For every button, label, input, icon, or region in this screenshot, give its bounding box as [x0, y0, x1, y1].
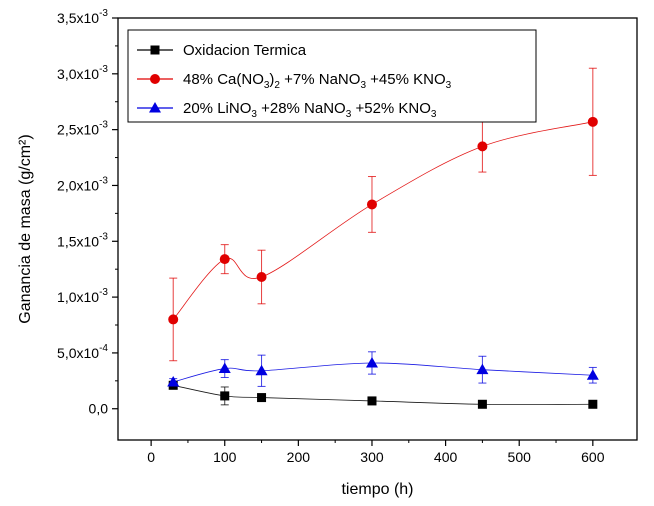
y-tick-label: 3,5x10-3	[57, 8, 108, 26]
litio-point	[167, 375, 180, 387]
litio-point	[476, 363, 489, 375]
oxidacion-curve	[173, 384, 593, 405]
legend-marker	[150, 74, 160, 84]
litio-point	[586, 369, 599, 380]
oxidacion-point	[220, 391, 230, 401]
legend-marker	[150, 45, 160, 55]
calcio-point	[168, 314, 179, 325]
legend-label: 20% LiNO3 +28% NaNO3 +52% KNO3	[183, 100, 437, 120]
data-markers	[167, 116, 599, 409]
calcio-point	[366, 199, 377, 210]
x-tick-label: 500	[508, 449, 532, 465]
legend-marker	[149, 102, 161, 113]
y-tick-label: 2,0x10-3	[57, 175, 108, 193]
y-tick-label: 5,0x10-4	[57, 343, 108, 361]
x-axis-label: tiempo (h)	[341, 481, 413, 498]
calcio-curve	[172, 121, 593, 320]
oxidacion-point	[367, 396, 377, 406]
fit-curves	[172, 121, 593, 405]
legend-label: 48% Ca(NO3)2 +7% NaNO3 +45% KNO3	[183, 71, 452, 91]
litio-point	[255, 364, 268, 376]
litio-point	[365, 356, 378, 368]
litio-point	[218, 362, 231, 374]
legend-label: Oxidacion Termica	[183, 42, 307, 59]
plot-frame	[117, 17, 638, 441]
x-tick-label: 200	[287, 449, 311, 465]
calcio-point	[587, 116, 598, 127]
y-tick-label: 1,5x10-3	[57, 231, 108, 249]
y-tick-label: 1,0x10-3	[57, 287, 108, 305]
y-tick-label: 3,0x10-3	[57, 64, 108, 82]
y-axis-label: Ganancia de masa (g/cm²)	[17, 134, 34, 323]
oxidacion-point	[477, 399, 487, 409]
legend-box	[127, 29, 537, 123]
x-tick-label: 600	[581, 449, 605, 465]
y-tick-label: 2,5x10-3	[57, 120, 108, 138]
x-tick-label: 400	[434, 449, 458, 465]
litio-curve	[173, 362, 593, 383]
calcio-point	[256, 272, 267, 283]
oxidacion-point	[257, 393, 267, 403]
x-tick-label: 300	[360, 449, 384, 465]
oxidacion-point	[588, 399, 598, 409]
axis-ticks: 0 100 200 300 400 500 600 0,0 5,0x10-4 1,0x10-3 1,…	[57, 8, 605, 465]
legend: Oxidacion Termica 48% Ca(NO3)2 +7% NaNO3 …	[127, 29, 537, 123]
x-tick-label: 100	[213, 449, 237, 465]
plot-area-frame	[117, 17, 638, 441]
x-tick-label: 0	[147, 449, 155, 465]
y-tick-label: 0,0	[89, 401, 109, 417]
calcio-point	[219, 254, 230, 265]
calcio-point	[477, 141, 488, 152]
